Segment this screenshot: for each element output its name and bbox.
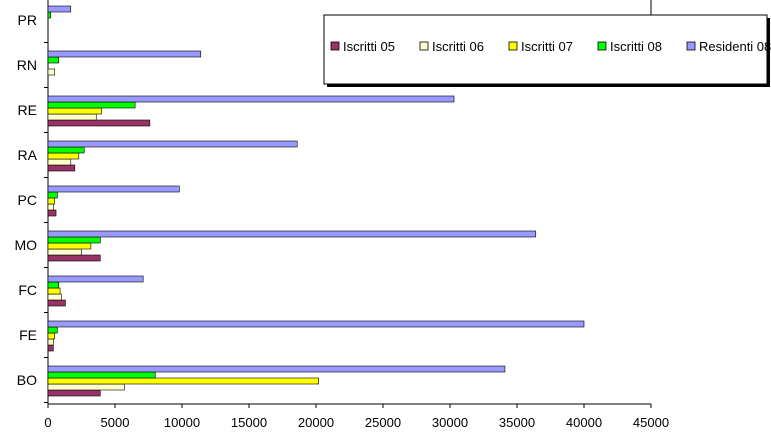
bar-fe-iscritti-07: [47, 332, 55, 340]
bar-bo-iscritti-07: [47, 377, 319, 385]
category-label-ra: RA: [18, 147, 38, 163]
legend-label-iscritti-05: Iscritti 05: [343, 39, 395, 54]
x-tick-label: 15000: [231, 415, 267, 430]
bar-pr-iscritti-08: [47, 11, 51, 19]
bar-pc-residenti-08: [47, 185, 180, 193]
bar-bo-iscritti-05: [47, 389, 101, 397]
bar-re-iscritti-07: [47, 107, 102, 115]
bar-ra-iscritti-08: [47, 146, 85, 154]
bar-ra-iscritti-06: [47, 158, 72, 166]
category-label-mo: MO: [14, 237, 37, 253]
bar-fe-iscritti-08: [47, 326, 58, 334]
bar-re-iscritti-06: [47, 113, 97, 121]
x-tick-label: 10000: [164, 415, 200, 430]
bar-re-residenti-08: [47, 95, 455, 103]
category-label-fc: FC: [18, 282, 37, 298]
category-label-re: RE: [18, 102, 37, 118]
bar-bo-residenti-08: [47, 365, 506, 373]
bar-ra-iscritti-05: [47, 164, 76, 172]
legend-swatch-iscritti-08: [597, 41, 607, 51]
bar-mo-iscritti-08: [47, 236, 101, 244]
category-label-fe: FE: [19, 327, 37, 343]
bar-fe-iscritti-05: [47, 344, 54, 352]
bar-mo-iscritti-06: [47, 248, 82, 256]
bar-mo-iscritti-05: [47, 254, 101, 262]
legend-label-residenti-08: Residenti 08: [699, 39, 771, 54]
legend: Iscritti 05 Iscritti 06 Iscritti 07 Iscritt…: [323, 14, 771, 87]
legend-swatch-iscritti-06: [419, 41, 429, 51]
bar-pc-iscritti-05: [47, 209, 57, 217]
category-label-bo: BO: [17, 372, 37, 388]
legend-label-iscritti-07: Iscritti 07: [521, 39, 573, 54]
bar-mo-residenti-08: [47, 230, 537, 238]
bar-bo-iscritti-08: [47, 371, 156, 379]
category-label-pr: PR: [18, 12, 37, 28]
bar-fe-iscritti-06: [47, 338, 54, 346]
bar-pc-iscritti-06: [47, 203, 54, 211]
bar-pc-iscritti-08: [47, 191, 58, 199]
bar-rn-iscritti-08: [47, 56, 60, 64]
x-axis-ticks: 0 5000 10000 15000 20000 25000 30000 35000 40000…: [44, 404, 669, 430]
bar-pc-iscritti-07: [47, 197, 55, 205]
x-tick-label: 45000: [633, 415, 669, 430]
bar-bo-iscritti-06: [47, 383, 125, 391]
x-tick-label: 25000: [365, 415, 401, 430]
legend-swatch-residenti-08: [686, 41, 696, 51]
bar-fc-iscritti-08: [47, 281, 60, 289]
bar-re-iscritti-05: [47, 119, 151, 127]
bar-rn-residenti-08: [47, 50, 202, 58]
x-tick-label: 40000: [566, 415, 602, 430]
x-tick-label: 0: [44, 415, 51, 430]
legend-swatch-iscritti-05: [330, 41, 340, 51]
legend-swatch-iscritti-07: [508, 41, 518, 51]
y-axis-categories: BO FE FC MO PC RA RE RN PR: [14, 12, 48, 403]
bar-fc-iscritti-05: [47, 299, 66, 307]
category-label-rn: RN: [17, 57, 37, 73]
category-label-pc: PC: [18, 192, 37, 208]
bar-fc-iscritti-06: [47, 293, 62, 301]
x-tick-label: 5000: [101, 415, 130, 430]
bar-mo-iscritti-07: [47, 242, 92, 250]
bar-ra-residenti-08: [47, 140, 298, 148]
x-tick-label: 30000: [432, 415, 468, 430]
bar-fe-residenti-08: [47, 320, 585, 328]
x-tick-label: 35000: [499, 415, 535, 430]
bar-pr-residenti-08: [47, 5, 72, 13]
bar-ra-iscritti-07: [47, 152, 80, 160]
legend-label-iscritti-06: Iscritti 06: [432, 39, 484, 54]
x-tick-label: 20000: [298, 415, 334, 430]
bar-re-iscritti-08: [47, 101, 136, 109]
legend-label-iscritti-08: Iscritti 08: [610, 39, 662, 54]
bar-rn-iscritti-06: [47, 68, 55, 76]
bar-fc-iscritti-07: [47, 287, 61, 295]
bar-fc-residenti-08: [47, 275, 144, 283]
bars: [47, 5, 585, 397]
